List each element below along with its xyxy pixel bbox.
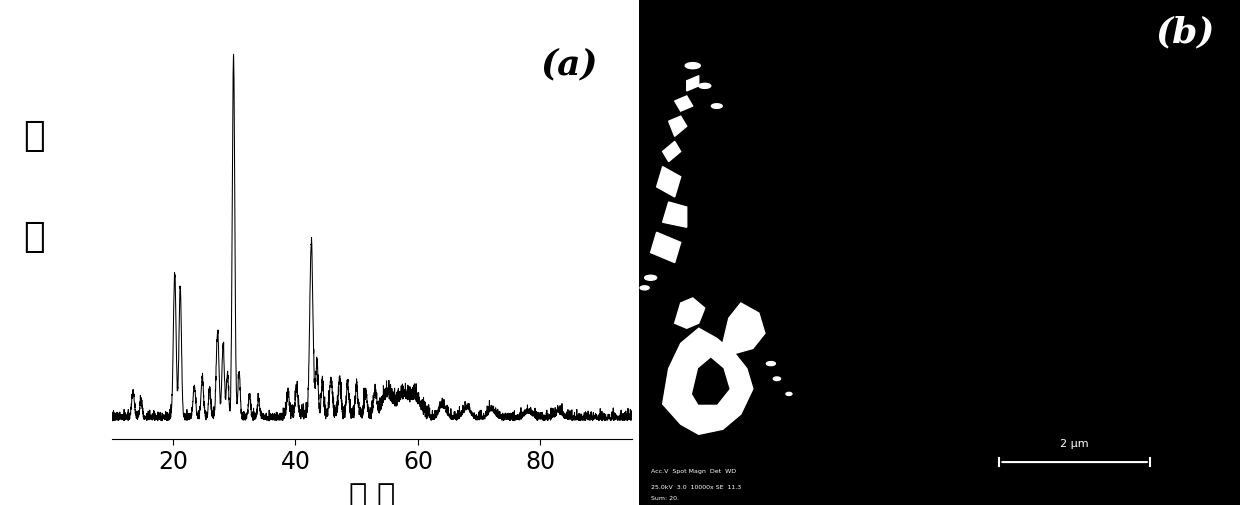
Text: 强: 强 bbox=[22, 119, 45, 154]
Polygon shape bbox=[687, 76, 699, 91]
Ellipse shape bbox=[786, 392, 792, 395]
Polygon shape bbox=[668, 116, 687, 136]
X-axis label: 角 度: 角 度 bbox=[348, 482, 396, 505]
Polygon shape bbox=[662, 202, 687, 227]
Polygon shape bbox=[662, 141, 681, 162]
Text: 2 μm: 2 μm bbox=[1060, 439, 1089, 449]
Polygon shape bbox=[723, 303, 765, 354]
Text: (a): (a) bbox=[541, 47, 599, 81]
Text: 25.0kV  3.0  10000x SE  11.3: 25.0kV 3.0 10000x SE 11.3 bbox=[651, 485, 740, 490]
Ellipse shape bbox=[712, 104, 722, 108]
Polygon shape bbox=[675, 96, 693, 111]
Ellipse shape bbox=[774, 377, 780, 381]
Ellipse shape bbox=[686, 63, 701, 69]
Polygon shape bbox=[693, 359, 729, 404]
Polygon shape bbox=[657, 167, 681, 197]
Text: Sum: 20.: Sum: 20. bbox=[651, 496, 678, 501]
Polygon shape bbox=[662, 328, 753, 434]
Ellipse shape bbox=[645, 275, 657, 280]
Text: Acc.V  Spot Magn  Det  WD: Acc.V Spot Magn Det WD bbox=[651, 469, 735, 474]
Text: 度: 度 bbox=[22, 220, 45, 255]
Polygon shape bbox=[651, 232, 681, 263]
Ellipse shape bbox=[766, 362, 775, 366]
Ellipse shape bbox=[699, 83, 711, 88]
Polygon shape bbox=[675, 298, 704, 328]
Text: (b): (b) bbox=[1156, 15, 1215, 49]
Ellipse shape bbox=[640, 286, 649, 290]
